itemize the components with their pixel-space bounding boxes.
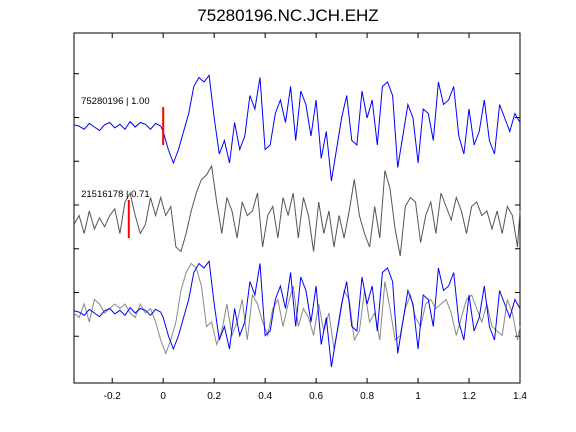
- x-ticks: -0.2 0 0.2 0.4 0.6 0.8 1 1.2 1.4: [104, 33, 527, 402]
- trace-annotations: 75280196 | 1.00 21516178 | 0.71: [81, 96, 150, 200]
- waveform-trace-2-2: [73, 262, 521, 355]
- x-tick-label: 0.4: [258, 391, 272, 402]
- plot-area-frame: [73, 32, 521, 384]
- pick-markers: [127, 107, 165, 238]
- waveform-trace-2-3: [73, 260, 521, 368]
- trace-annotation-label: 75280196 | 1.00: [81, 96, 150, 107]
- y-ticks: [74, 73, 520, 337]
- x-tick-label: -0.2: [104, 391, 122, 402]
- waveform-trace-0-0: [73, 74, 521, 182]
- x-tick-label: 1.4: [513, 391, 527, 402]
- x-tick-label: 0.6: [309, 391, 323, 402]
- x-tick-label: 1: [415, 391, 421, 402]
- trace-annotation-label: 21516178 | 0.71: [81, 189, 150, 200]
- waveform-trace-1-1: [73, 164, 521, 257]
- x-tick-label: 0: [160, 391, 166, 402]
- chart-title: 75280196.NC.JCH.EHZ: [197, 6, 379, 25]
- traces: [73, 74, 521, 368]
- x-tick-label: 0.2: [207, 391, 221, 402]
- x-tick-label: 0.8: [360, 391, 374, 402]
- x-tick-label: 1.2: [462, 391, 476, 402]
